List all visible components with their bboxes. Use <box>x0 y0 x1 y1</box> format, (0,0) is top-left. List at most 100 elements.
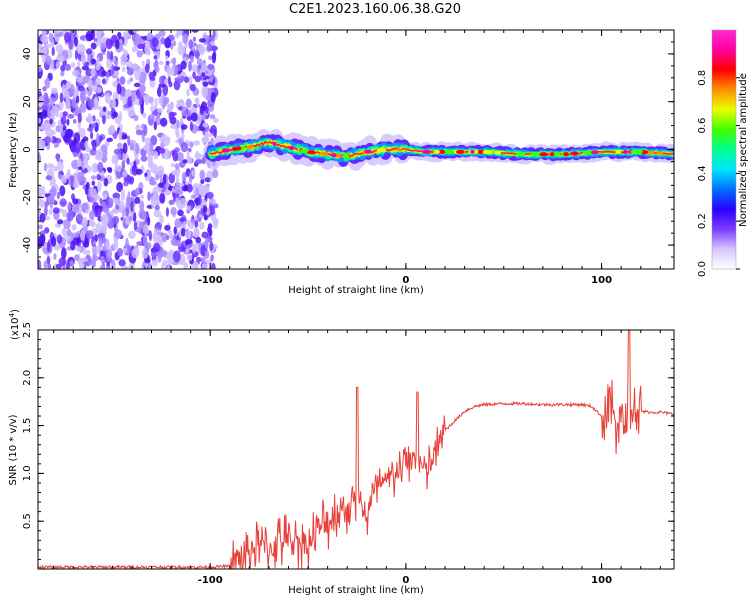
signal-knot <box>341 154 351 159</box>
noise-blob <box>181 132 185 141</box>
noise-blob <box>186 88 190 97</box>
noise-blob <box>82 184 87 190</box>
noise-blob <box>38 138 43 150</box>
noise-blob <box>121 265 130 269</box>
noise-blob <box>113 71 120 77</box>
noise-blob <box>209 198 217 204</box>
spectrogram-y-axis-label: Frequency (Hz) <box>8 112 19 188</box>
signal-knot <box>433 149 440 154</box>
noise-blob <box>134 69 141 81</box>
signal-knot <box>221 148 231 153</box>
noise-blob <box>55 263 63 269</box>
signal-knot <box>582 150 593 155</box>
noise-blob <box>92 253 96 264</box>
noise-blob <box>116 247 124 257</box>
noise-blob <box>142 224 149 235</box>
noise-blob <box>153 121 157 131</box>
noise-blob <box>129 142 135 151</box>
noise-blob <box>80 229 86 241</box>
noise-blob <box>106 137 113 142</box>
signal-knot <box>364 149 372 154</box>
noise-blob <box>116 181 123 193</box>
noise-blob <box>77 43 86 55</box>
noise-blob <box>109 197 113 203</box>
noise-blob <box>129 111 136 116</box>
noise-blob <box>204 130 209 140</box>
noise-blob <box>134 196 141 204</box>
noise-blob <box>191 30 199 33</box>
noise-blob <box>58 31 64 37</box>
noise-blob <box>175 197 180 206</box>
noise-blob <box>61 209 68 218</box>
noise-blob <box>157 165 165 176</box>
noise-blob <box>199 257 203 263</box>
signal-knot <box>300 149 310 153</box>
noise-blob <box>132 46 136 53</box>
noise-blob <box>112 215 120 225</box>
snr-y-tick-label: 1.5 <box>22 418 33 434</box>
noise-blob <box>180 142 189 153</box>
noise-blob <box>42 86 47 92</box>
noise-blob <box>175 131 180 138</box>
signal-knot <box>477 149 485 154</box>
noise-blob <box>64 63 72 71</box>
noise-blob <box>199 222 205 230</box>
noise-blob <box>170 238 177 246</box>
noise-blob <box>76 213 83 225</box>
noise-blob <box>120 216 124 221</box>
noise-blob <box>176 99 184 105</box>
noise-blob <box>102 245 107 252</box>
noise-blob <box>73 119 77 124</box>
noise-blob <box>95 207 102 218</box>
noise-blob <box>38 118 42 124</box>
noise-blob <box>74 141 81 154</box>
noise-blob <box>47 109 51 118</box>
noise-blob <box>165 207 169 217</box>
noise-blob <box>103 177 109 187</box>
noise-blob <box>97 161 104 173</box>
noise-blob <box>185 248 190 253</box>
noise-blob <box>201 85 209 98</box>
noise-blob <box>103 205 108 214</box>
noise-blob <box>114 229 122 239</box>
noise-blob <box>168 199 175 205</box>
noise-blob <box>111 197 119 203</box>
noise-blob <box>130 200 134 212</box>
noise-blob <box>38 66 42 73</box>
signal-knot <box>482 150 493 155</box>
noise-blob <box>49 97 56 104</box>
noise-blob <box>158 83 166 88</box>
noise-blob <box>44 77 51 89</box>
noise-blob <box>139 200 145 212</box>
snr-panel: -100 0 100 0.5 1.0 1.5 2.0 2.5 Height of straig… <box>8 309 675 596</box>
snr-y-scale-base: (x10 <box>10 317 21 340</box>
noise-blob <box>43 260 48 269</box>
noise-blob <box>200 101 208 112</box>
noise-blob <box>123 247 128 254</box>
noise-blob <box>106 58 112 69</box>
noise-blob <box>207 223 213 230</box>
noise-blob <box>177 241 182 248</box>
noise-blob <box>136 50 143 58</box>
noise-blob <box>46 241 51 253</box>
noise-blob <box>66 261 70 269</box>
noise-blob <box>206 184 210 194</box>
noise-blob <box>132 165 136 173</box>
noise-blob <box>180 75 185 82</box>
noise-blob <box>142 35 148 41</box>
noise-blob <box>167 254 174 265</box>
noise-blob <box>164 37 172 49</box>
noise-blob <box>193 140 201 146</box>
noise-blob <box>65 97 71 110</box>
noise-blob <box>93 84 97 92</box>
noise-blob <box>153 55 158 60</box>
noise-blob <box>107 167 113 173</box>
noise-blob <box>180 124 188 130</box>
noise-blob <box>104 113 112 120</box>
noise-blob <box>159 214 164 224</box>
noise-blob <box>140 86 144 98</box>
noise-blob <box>89 210 95 221</box>
noise-blob <box>53 142 58 149</box>
noise-blob <box>77 166 83 171</box>
noise-blob <box>158 147 166 154</box>
